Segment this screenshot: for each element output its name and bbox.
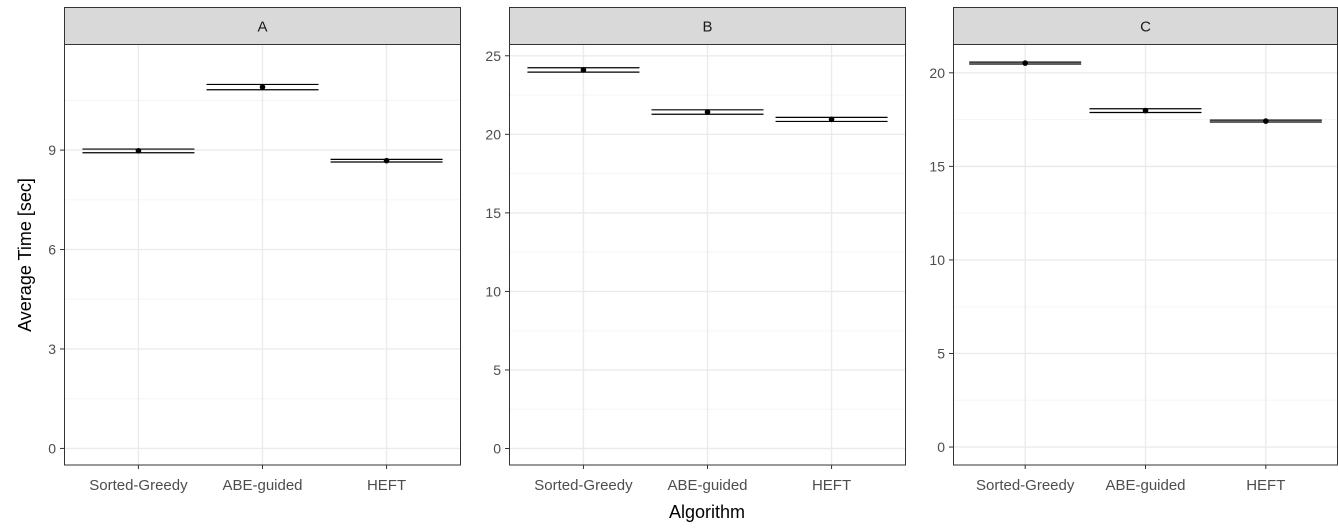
y-tick-label: 15 xyxy=(929,158,945,174)
y-tick-label: 6 xyxy=(48,242,56,258)
panel-a: A 0 3 6 9 Sorted-Greedy ABE-guided HEFT xyxy=(48,7,461,494)
x-tick-label: HEFT xyxy=(367,477,406,494)
x-tick-label: ABE-guided xyxy=(222,477,302,494)
data-point xyxy=(1263,118,1269,124)
y-axis-title: Average Time [sec] xyxy=(15,178,35,332)
facet-strip-label: C xyxy=(1140,19,1151,36)
x-tick-label: Sorted-Greedy xyxy=(534,477,633,494)
y-tick-label: 0 xyxy=(493,441,501,457)
x-axis-title: Algorithm xyxy=(669,502,745,522)
data-point xyxy=(580,67,587,73)
y-tick-label: 25 xyxy=(485,48,501,64)
y-tick-label: 15 xyxy=(485,205,501,221)
facet-strip xyxy=(953,7,1338,45)
data-point xyxy=(1142,107,1149,114)
y-tick-label: 5 xyxy=(937,345,945,361)
x-tick-label: HEFT xyxy=(812,477,851,494)
y-tick-label: 10 xyxy=(929,252,945,268)
x-tick-label: Sorted-Greedy xyxy=(976,477,1075,494)
y-tick-label: 3 xyxy=(48,341,56,357)
facet-strip xyxy=(509,7,906,45)
data-point xyxy=(704,109,711,115)
panel-b: B 0 5 10 15 20 25 Sorted-Greedy ABE-guided HEFT xyxy=(485,7,906,494)
panel-c: C 0 5 10 15 20 Sorted-Greedy ABE-guided HEFT xyxy=(929,7,1338,494)
y-tick-label: 5 xyxy=(493,362,501,378)
facet-strip xyxy=(64,7,461,45)
y-tick-label: 20 xyxy=(929,65,945,81)
y-tick-label: 20 xyxy=(485,126,501,142)
x-tick-label: ABE-guided xyxy=(667,477,747,494)
data-point xyxy=(135,147,142,154)
y-tick-label: 9 xyxy=(48,142,56,158)
data-point xyxy=(259,84,266,90)
facet-strip-label: A xyxy=(257,19,267,36)
data-point xyxy=(383,157,390,164)
facet-strip-label: B xyxy=(702,19,712,36)
data-point xyxy=(1022,60,1028,66)
y-tick-label: 0 xyxy=(48,440,56,456)
x-tick-label: ABE-guided xyxy=(1105,477,1185,494)
x-tick-label: HEFT xyxy=(1246,477,1285,494)
y-tick-label: 10 xyxy=(485,283,501,299)
y-tick-label: 0 xyxy=(937,439,945,455)
x-tick-label: Sorted-Greedy xyxy=(89,477,188,494)
data-point xyxy=(828,116,835,123)
